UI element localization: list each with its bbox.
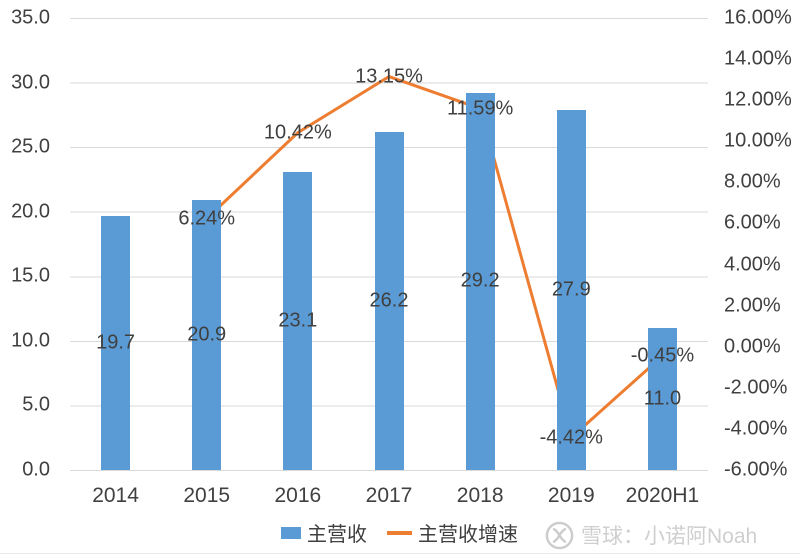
line-data-label: 13.15% [355,65,423,88]
right-axis-tick: 4.00% [724,253,781,276]
bottom-divider [0,553,800,554]
growth-line [205,75,664,439]
legend-line-label: 主营收增速 [418,524,518,546]
watermark: 雪球：小诺阿Noah [545,520,757,550]
bar-2015 [192,200,222,470]
category-label: 2017 [365,484,413,507]
right-axis-tick: 8.00% [724,170,781,193]
left-axis-tick: 30.0 [11,71,50,94]
category-label: 2019 [547,484,595,507]
bar-2020H1 [647,327,677,470]
category-label: 2018 [456,484,504,507]
right-axis-tick: 12.00% [724,88,792,111]
right-axis-tick: 14.00% [724,47,792,70]
bar-data-label: 19.7 [96,331,136,354]
left-axis-tick: 35.0 [11,6,50,29]
bar-data-label: 26.2 [369,289,409,312]
xueqiu-logo-icon [545,521,574,549]
line-data-label: -4.42% [539,426,603,449]
right-axis-tick: -4.00% [724,417,788,440]
line-data-label: -0.45% [630,344,695,367]
right-axis-tick: 6.00% [724,211,781,234]
category-label: 2014 [92,484,139,507]
bar-data-label: 20.9 [187,323,227,346]
category-label: 2020H1 [625,484,700,507]
left-axis-tick: 15.0 [11,264,50,287]
bar-data-label: 27.9 [551,278,591,301]
right-axis-tick: 2.00% [724,294,781,317]
line-data-label: 10.42% [263,121,332,144]
left-axis-tick: 25.0 [11,135,50,158]
bar-2019 [556,109,586,470]
bar-2016 [283,171,313,470]
right-axis-tick: 16.00% [724,6,792,29]
left-axis-tick: 10.0 [11,329,50,352]
bar-2014 [101,215,131,470]
right-axis-tick: 10.00% [724,129,792,152]
bar-data-label: 11.0 [643,387,682,410]
bar-data-label: 23.1 [278,309,318,332]
left-axis-tick: 20.0 [11,200,50,223]
right-axis-tick: -2.00% [724,376,788,399]
right-axis-tick: -6.00% [724,458,788,481]
line-data-label: 11.59% [446,97,514,120]
right-axis-tick: 0.00% [724,335,781,358]
legend-bar-label: 主营收 [307,524,367,546]
left-axis-tick: 5.0 [22,393,50,416]
legend-line-swatch-icon [387,530,412,535]
category-label: 2015 [183,484,231,507]
bar-2018 [465,92,495,470]
bar-data-label: 29.2 [460,269,500,292]
watermark-text: 雪球：小诺阿Noah [581,525,758,548]
category-label: 2016 [274,484,322,507]
left-axis-tick: 0.0 [22,458,50,481]
chart-legend: 主营收 主营收增速 [281,518,518,547]
bar-2017 [374,131,404,470]
line-data-label: 6.24% [178,207,236,230]
legend-bar-swatch-icon [281,526,301,539]
